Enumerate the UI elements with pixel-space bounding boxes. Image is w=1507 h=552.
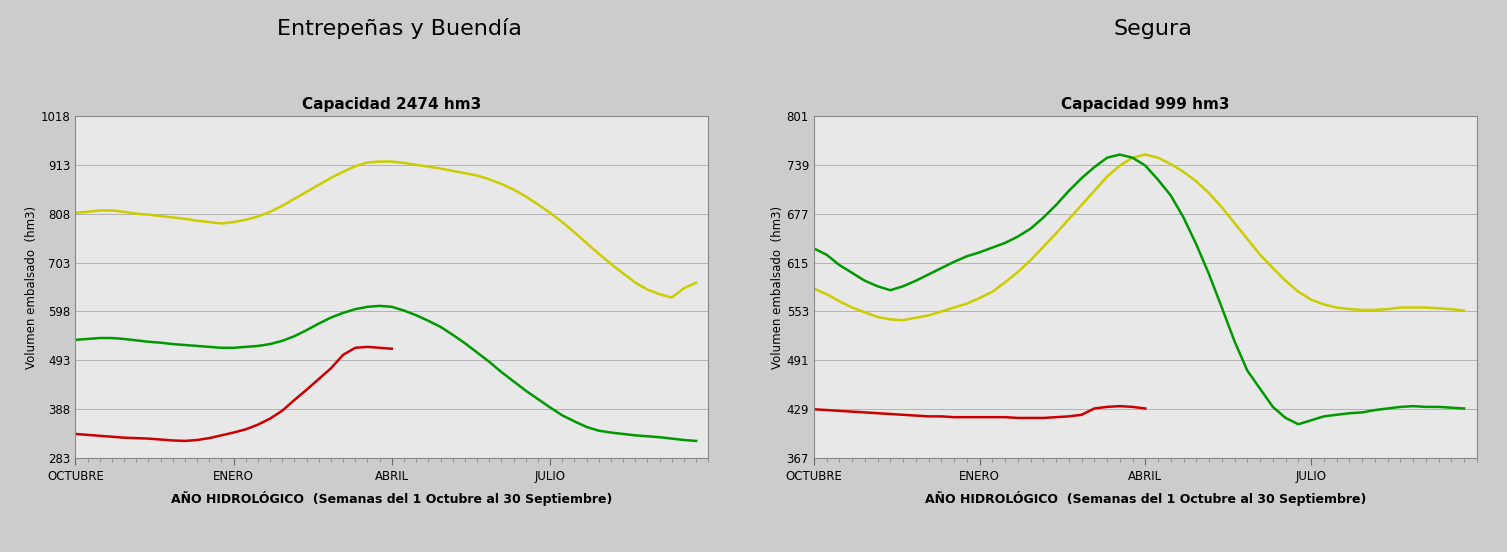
Text: Segura: Segura: [1114, 19, 1192, 39]
Y-axis label: Volumen embalsado  (hm3): Volumen embalsado (hm3): [770, 205, 784, 369]
X-axis label: AÑO HIDROLÓGICO  (Semanas del 1 Octubre al 30 Septiembre): AÑO HIDROLÓGICO (Semanas del 1 Octubre a…: [925, 491, 1365, 506]
Y-axis label: Volumen embalsado  (hm3): Volumen embalsado (hm3): [26, 205, 38, 369]
Text: Entrepeñas y Buendía: Entrepeñas y Buendía: [277, 18, 521, 39]
X-axis label: AÑO HIDROLÓGICO  (Semanas del 1 Octubre al 30 Septiembre): AÑO HIDROLÓGICO (Semanas del 1 Octubre a…: [172, 491, 612, 506]
Title: Capacidad 2474 hm3: Capacidad 2474 hm3: [303, 97, 481, 112]
Title: Capacidad 999 hm3: Capacidad 999 hm3: [1061, 97, 1230, 112]
